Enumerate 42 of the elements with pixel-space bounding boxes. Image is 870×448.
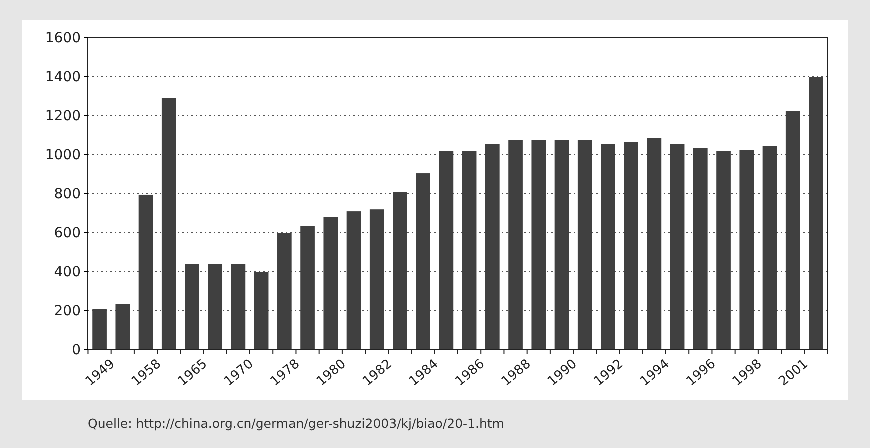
bar [416,174,430,350]
y-tick-label: 0 [72,342,81,358]
bar [786,111,800,350]
bar [300,226,315,350]
bar [762,146,778,350]
bar [116,304,130,350]
bar [138,194,154,350]
bar [647,138,662,350]
bar [716,151,731,350]
bar [370,210,384,350]
bar [185,264,200,350]
bar [439,151,454,350]
y-tick-label: 400 [54,264,81,280]
bar [693,148,708,350]
bar [578,140,592,350]
y-tick-label: 200 [54,303,81,320]
y-tick-label: 600 [54,225,81,242]
source-note: Quelle: http://china.org.cn/german/ger-shuzi2003/kj/biao/20-1.htm [88,416,504,431]
bar [278,233,292,350]
bar [162,98,176,350]
bar [670,144,685,350]
y-tick-label: 1000 [45,147,81,164]
bar [346,212,362,350]
bar [393,192,408,350]
bar [486,144,500,350]
bar [809,77,824,350]
bar [208,264,223,350]
bar [554,140,570,350]
bar [254,272,269,350]
y-tick-label: 1400 [45,69,81,86]
bar [601,144,616,350]
bar [92,309,107,350]
bar [624,142,638,350]
y-tick-label: 800 [54,186,81,202]
bar [508,140,523,350]
bar [740,150,754,350]
bar [324,217,338,350]
y-tick-label: 1200 [45,108,81,124]
bar [532,140,546,350]
bar [231,264,246,350]
bar [462,151,477,350]
y-tick-label: 1600 [45,30,81,46]
